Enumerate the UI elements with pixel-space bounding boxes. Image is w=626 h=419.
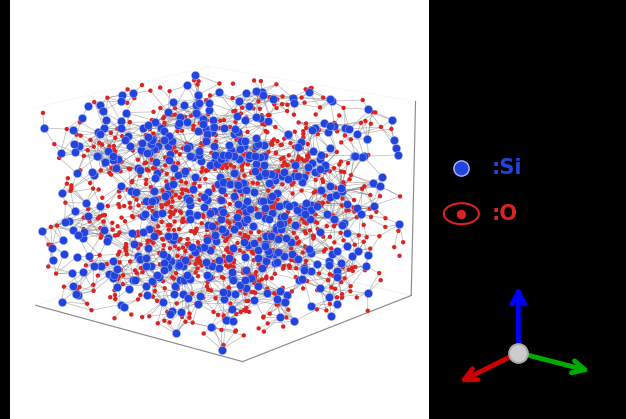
Text: :O: :O (491, 204, 517, 224)
Text: a: a (473, 399, 485, 418)
Point (456, 210, 466, 217)
Point (456, 164, 466, 171)
Point (513, 349, 523, 356)
Text: :Si: :Si (491, 158, 521, 178)
